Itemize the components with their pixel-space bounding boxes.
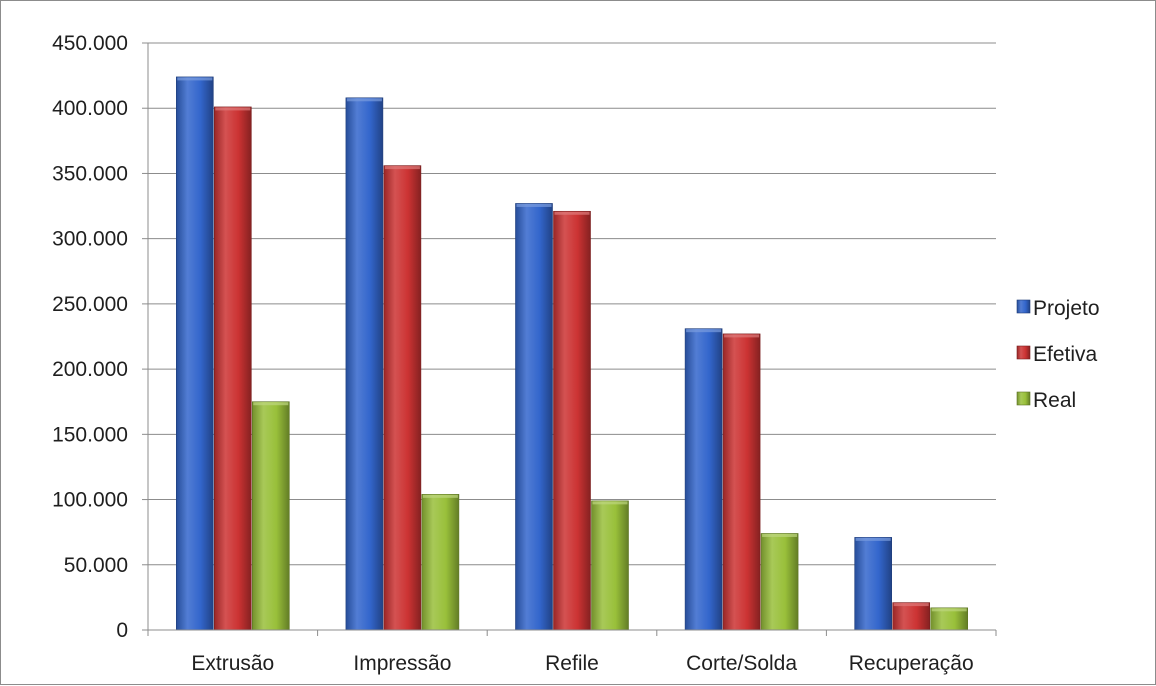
x-axis bbox=[147, 43, 997, 636]
bar-top-highlight bbox=[516, 203, 552, 207]
bar-top-highlight bbox=[931, 608, 967, 612]
x-category-label: Recuperação bbox=[849, 652, 974, 675]
bar-projeto-4 bbox=[854, 537, 893, 631]
legend-label-real: Real bbox=[1033, 389, 1076, 412]
legend-swatch-projeto bbox=[1016, 299, 1031, 314]
legend-label-efetiva: Efetiva bbox=[1033, 343, 1098, 366]
y-tick-label: 0 bbox=[116, 619, 128, 642]
bar-top-highlight bbox=[177, 77, 213, 81]
x-category-label: Extrusão bbox=[191, 652, 274, 675]
y-axis-ticks: 0 50.000 100.000 150.000 200.000 250.000 300.0… bbox=[52, 32, 148, 642]
y-tick-label: 300.000 bbox=[52, 228, 128, 251]
bar-top-highlight bbox=[253, 402, 289, 406]
bar-top-highlight bbox=[724, 334, 760, 338]
y-tick-label: 50.000 bbox=[64, 554, 128, 577]
bar-projeto-2 bbox=[515, 203, 553, 631]
bar-top-highlight bbox=[855, 537, 891, 541]
bar-efetiva-1 bbox=[383, 165, 422, 631]
bar-efetiva-3 bbox=[722, 333, 761, 631]
bar-efetiva-0 bbox=[214, 106, 252, 631]
bar-efetiva-4 bbox=[892, 602, 931, 631]
bar-top-highlight bbox=[215, 107, 251, 111]
y-tick-label: 100.000 bbox=[52, 489, 128, 512]
x-category-label: Impressão bbox=[353, 652, 451, 675]
bar-real-1 bbox=[421, 494, 460, 631]
y-tick-label: 450.000 bbox=[52, 32, 128, 55]
x-axis-labels: Extrusão Impressão Refile Corte/Solda Recupe… bbox=[191, 652, 973, 675]
bar-efetiva-2 bbox=[553, 210, 591, 631]
bar-top-highlight bbox=[346, 98, 382, 102]
x-category-label: Corte/Solda bbox=[686, 652, 797, 675]
legend-swatch-efetiva bbox=[1016, 345, 1031, 360]
bar-top-highlight bbox=[893, 603, 929, 607]
bar-top-highlight bbox=[592, 501, 628, 505]
y-tick-label: 150.000 bbox=[52, 423, 128, 446]
x-category-label: Refile bbox=[545, 652, 599, 675]
bar-projeto-0 bbox=[176, 76, 214, 631]
legend-swatch-real bbox=[1016, 391, 1031, 406]
bar-top-highlight bbox=[422, 494, 458, 498]
bars bbox=[176, 76, 969, 631]
legend-label-projeto: Projeto bbox=[1033, 297, 1100, 320]
bar-projeto-3 bbox=[684, 328, 723, 631]
bar-top-highlight bbox=[554, 211, 590, 215]
y-tick-label: 250.000 bbox=[52, 293, 128, 316]
y-tick-label: 350.000 bbox=[52, 162, 128, 185]
bar-real-0 bbox=[252, 401, 290, 631]
bar-top-highlight bbox=[384, 166, 420, 170]
legend: Projeto Efetiva Real bbox=[1016, 297, 1100, 412]
y-tick-label: 200.000 bbox=[52, 358, 128, 381]
bar-real-2 bbox=[591, 500, 629, 631]
bar-top-highlight bbox=[762, 533, 798, 537]
bar-top-highlight bbox=[686, 329, 722, 333]
bar-projeto-1 bbox=[345, 97, 384, 631]
y-tick-label: 400.000 bbox=[52, 97, 128, 120]
bar-real-3 bbox=[760, 533, 799, 631]
